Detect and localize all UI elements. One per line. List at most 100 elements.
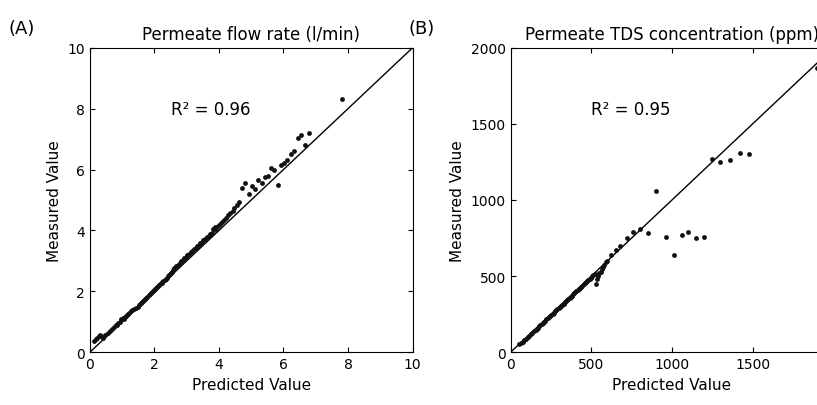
Point bbox=[149, 286, 162, 292]
Point bbox=[91, 335, 104, 341]
Point bbox=[202, 233, 215, 239]
Point bbox=[123, 309, 136, 316]
Point bbox=[224, 210, 237, 216]
Point bbox=[109, 322, 123, 329]
Point bbox=[92, 333, 105, 340]
Point bbox=[255, 181, 268, 187]
Point bbox=[176, 258, 190, 264]
Point bbox=[336, 97, 349, 103]
Point bbox=[614, 243, 627, 249]
Point bbox=[213, 221, 226, 227]
Point bbox=[574, 285, 587, 292]
Point bbox=[99, 333, 112, 339]
Point bbox=[183, 251, 196, 258]
Point bbox=[650, 188, 663, 194]
Point bbox=[706, 156, 719, 163]
Point bbox=[284, 151, 297, 158]
Point bbox=[114, 317, 127, 324]
Point bbox=[252, 177, 265, 184]
Point bbox=[96, 334, 109, 340]
Point bbox=[156, 279, 169, 285]
Point bbox=[212, 223, 225, 230]
Point bbox=[111, 322, 124, 328]
Point bbox=[207, 226, 220, 232]
Point bbox=[565, 292, 578, 299]
Point bbox=[278, 161, 291, 167]
Point bbox=[136, 299, 149, 305]
Point bbox=[132, 302, 145, 309]
Point bbox=[633, 226, 646, 232]
Point bbox=[690, 235, 703, 242]
Point bbox=[560, 298, 573, 305]
Point bbox=[147, 287, 160, 293]
Point bbox=[575, 284, 588, 290]
Point bbox=[89, 336, 102, 343]
Point bbox=[588, 271, 601, 278]
Point bbox=[620, 235, 633, 242]
Point bbox=[551, 306, 564, 313]
Point bbox=[733, 150, 746, 157]
Point bbox=[593, 270, 606, 277]
Text: R² = 0.95: R² = 0.95 bbox=[592, 100, 671, 118]
Point bbox=[535, 321, 548, 328]
Point bbox=[143, 291, 156, 297]
Point bbox=[698, 234, 711, 240]
Point bbox=[125, 308, 138, 315]
Point bbox=[200, 234, 213, 241]
Point bbox=[594, 269, 607, 275]
Point bbox=[117, 316, 130, 323]
Point bbox=[194, 240, 207, 247]
Point bbox=[140, 295, 153, 301]
Point bbox=[145, 289, 158, 296]
Point bbox=[248, 187, 261, 193]
Point bbox=[570, 288, 583, 294]
Point bbox=[515, 340, 528, 346]
Point bbox=[190, 245, 203, 252]
Point bbox=[165, 270, 178, 277]
Point bbox=[714, 159, 727, 166]
Point bbox=[261, 173, 275, 179]
Point bbox=[126, 307, 139, 313]
Point bbox=[245, 183, 258, 190]
Point bbox=[532, 324, 545, 331]
Point bbox=[171, 262, 184, 268]
Point bbox=[641, 230, 654, 237]
Point bbox=[203, 231, 217, 238]
Point bbox=[228, 206, 241, 212]
Point bbox=[627, 229, 640, 236]
Point bbox=[144, 290, 157, 296]
Point bbox=[137, 297, 150, 303]
Point bbox=[174, 258, 187, 265]
Point bbox=[518, 337, 531, 344]
Point bbox=[141, 294, 154, 300]
Point bbox=[167, 267, 180, 274]
Point bbox=[230, 202, 243, 209]
Point bbox=[596, 266, 609, 273]
Point bbox=[153, 281, 166, 288]
Point bbox=[513, 341, 526, 347]
Text: R² = 0.96: R² = 0.96 bbox=[171, 100, 250, 118]
Point bbox=[166, 269, 179, 275]
Point bbox=[205, 230, 218, 237]
Point bbox=[158, 277, 172, 284]
Point bbox=[541, 315, 554, 322]
Point bbox=[520, 336, 533, 342]
X-axis label: Predicted Value: Predicted Value bbox=[192, 377, 310, 392]
Point bbox=[271, 182, 284, 188]
Point bbox=[530, 326, 543, 332]
Point bbox=[560, 297, 574, 304]
Point bbox=[587, 273, 600, 279]
Point bbox=[545, 312, 558, 318]
Point bbox=[589, 281, 602, 287]
Point bbox=[113, 319, 126, 325]
Point bbox=[529, 326, 542, 333]
Point bbox=[235, 185, 248, 192]
Point bbox=[190, 243, 203, 250]
Point bbox=[152, 283, 165, 289]
Point bbox=[162, 273, 175, 279]
Point bbox=[521, 334, 534, 341]
Point bbox=[184, 249, 197, 256]
Point bbox=[604, 252, 617, 258]
Point bbox=[681, 229, 694, 236]
Point bbox=[118, 314, 132, 321]
